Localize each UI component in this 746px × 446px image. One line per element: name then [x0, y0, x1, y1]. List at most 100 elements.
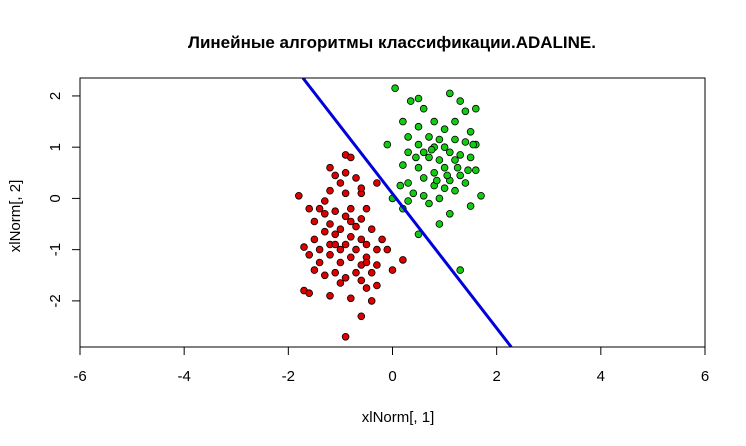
data-point: [336, 279, 345, 287]
data-point: [373, 179, 381, 187]
data-point: [456, 266, 465, 274]
separating-line: [301, 78, 513, 347]
data-point: [320, 197, 329, 205]
data-point: [352, 174, 360, 182]
data-point: [445, 89, 454, 98]
data-point: [461, 179, 470, 187]
data-point: [305, 289, 314, 298]
data-point: [300, 243, 308, 251]
data-point: [310, 266, 319, 274]
data-point: [357, 215, 366, 223]
series-1: [294, 151, 407, 341]
data-point: [399, 161, 407, 169]
x-tick-label: 2: [492, 368, 500, 385]
data-point: [346, 233, 355, 241]
data-point: [336, 179, 345, 187]
data-point: [404, 148, 412, 157]
data-point: [362, 284, 371, 292]
data-point: [378, 235, 386, 244]
data-point: [477, 192, 485, 200]
data-point: [430, 117, 439, 126]
y-tick-label: 2: [47, 92, 64, 100]
plot-frame: [79, 77, 706, 348]
y-tick-label: 1: [47, 143, 64, 151]
data-point: [419, 174, 428, 182]
data-point: [466, 153, 475, 162]
data-point: [466, 202, 475, 210]
data-point: [326, 291, 334, 300]
data-point: [357, 184, 366, 193]
data-point: [341, 212, 350, 221]
data-point: [464, 166, 472, 175]
data-point: [445, 148, 454, 157]
data-point: [357, 276, 366, 285]
data-point: [461, 107, 470, 116]
y-axis: -2 -1 0 1 2: [47, 92, 81, 308]
data-point: [406, 97, 415, 105]
data-point: [341, 169, 350, 177]
data-point: [396, 181, 405, 190]
data-point: [466, 128, 475, 136]
data-point: [435, 220, 444, 228]
data-point: [471, 166, 480, 175]
data-point: [456, 151, 465, 159]
x-tick-label: -2: [282, 368, 295, 385]
data-point: [310, 217, 319, 226]
data-point: [451, 186, 459, 195]
data-point: [315, 204, 324, 213]
data-point: [399, 256, 407, 264]
data-point: [331, 207, 340, 216]
data-point: [388, 266, 397, 274]
data-point: [336, 245, 345, 254]
x-tick-label: -6: [73, 368, 86, 385]
x-tick-label: 4: [597, 368, 605, 385]
data-point: [414, 94, 423, 103]
data-point: [399, 117, 407, 126]
data-point: [414, 140, 423, 149]
data-point: [461, 138, 470, 146]
data-point: [331, 240, 340, 249]
data-point: [414, 230, 423, 239]
data-point: [320, 227, 329, 236]
data-point: [451, 156, 459, 164]
data-point: [453, 163, 462, 172]
data-point: [326, 220, 334, 228]
data-point: [440, 163, 449, 172]
data-point: [435, 135, 444, 144]
data-point: [419, 148, 428, 157]
data-point: [425, 153, 433, 162]
data-point: [331, 171, 340, 180]
data-point: [451, 117, 459, 126]
data-point: [310, 235, 319, 244]
data-point: [443, 171, 452, 180]
data-point: [315, 258, 324, 267]
data-point: [367, 268, 376, 277]
data-point: [320, 271, 329, 280]
data-point: [331, 268, 340, 277]
plot-area: [79, 77, 706, 348]
data-point: [320, 210, 329, 218]
data-point: [435, 194, 444, 203]
data-point: [404, 133, 412, 141]
data-point: [435, 156, 444, 164]
data-point: [419, 104, 428, 113]
data-point: [336, 258, 345, 267]
data-point: [326, 163, 334, 172]
data-point: [352, 222, 360, 231]
y-axis-label: xlNorm[, 2]: [7, 180, 24, 253]
y-tick-label: -1: [47, 243, 64, 256]
y-tick-label: 0: [47, 194, 64, 202]
data-point: [326, 186, 334, 195]
data-point: [373, 245, 381, 254]
data-point: [346, 294, 355, 303]
data-point: [305, 251, 314, 259]
data-point: [432, 176, 441, 185]
chart-title: Линейные алгоритмы классификации.ADALINE…: [188, 33, 596, 52]
data-point: [414, 163, 423, 172]
data-point: [440, 184, 449, 193]
data-point: [315, 245, 324, 254]
x-axis: -6 -4 -2 0 2 4 6: [73, 346, 709, 385]
data-point: [440, 143, 449, 152]
data-point: [331, 230, 340, 239]
data-point: [419, 192, 428, 200]
